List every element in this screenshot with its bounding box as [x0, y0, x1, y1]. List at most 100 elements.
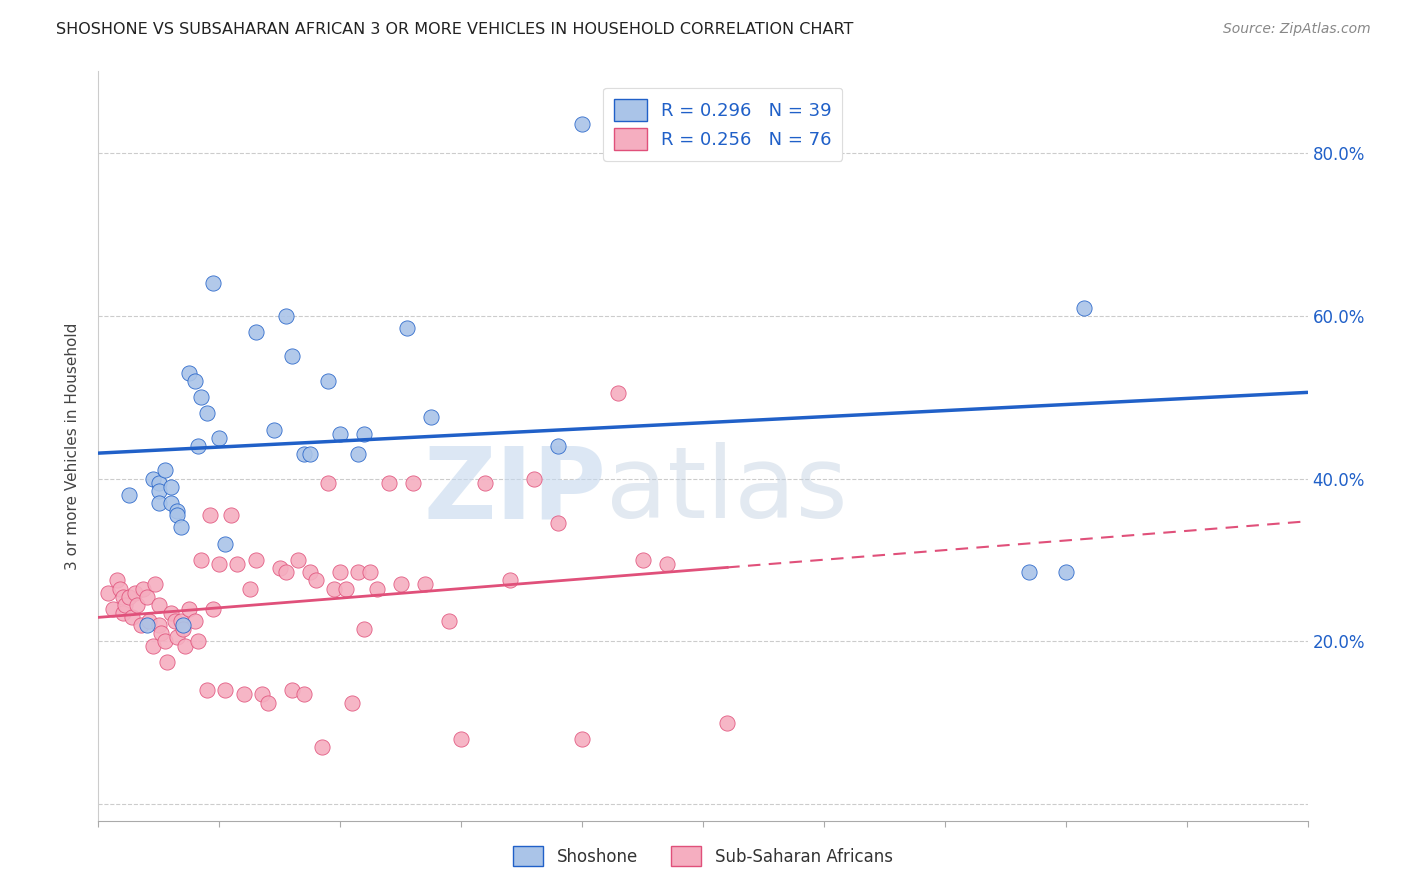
Point	[263, 423, 285, 437]
Point	[166, 508, 188, 523]
Point	[190, 553, 212, 567]
Point	[132, 582, 155, 596]
Point	[360, 566, 382, 580]
Point	[1073, 301, 1095, 315]
Point	[101, 602, 124, 616]
Point	[347, 447, 370, 461]
Point	[498, 574, 520, 588]
Point	[118, 590, 141, 604]
Point	[160, 606, 183, 620]
Point	[148, 618, 170, 632]
Text: Source: ZipAtlas.com: Source: ZipAtlas.com	[1223, 22, 1371, 37]
Point	[190, 390, 212, 404]
Point	[281, 683, 304, 698]
Point	[156, 655, 179, 669]
Point	[221, 508, 243, 523]
Point	[184, 614, 207, 628]
Point	[347, 566, 370, 580]
Point	[389, 577, 412, 591]
Point	[148, 475, 170, 490]
Point	[571, 117, 593, 131]
Point	[138, 614, 160, 628]
Point	[166, 504, 188, 518]
Point	[420, 410, 443, 425]
Point	[256, 696, 278, 710]
Point	[105, 574, 128, 588]
Point	[108, 582, 131, 596]
Point	[179, 366, 201, 380]
Point	[287, 553, 309, 567]
Point	[299, 566, 322, 580]
Point	[148, 598, 170, 612]
Point	[143, 577, 166, 591]
Point	[245, 325, 267, 339]
Point	[226, 557, 249, 571]
Point	[269, 561, 291, 575]
Point	[413, 577, 436, 591]
Point	[184, 374, 207, 388]
Point	[142, 639, 165, 653]
Text: ZIP: ZIP	[423, 442, 606, 540]
Point	[655, 557, 678, 571]
Point	[127, 598, 149, 612]
Point	[129, 618, 152, 632]
Point	[153, 634, 176, 648]
Point	[353, 622, 375, 636]
Point	[111, 606, 134, 620]
Point	[169, 520, 191, 534]
Point	[214, 683, 236, 698]
Point	[274, 309, 297, 323]
Point	[323, 582, 346, 596]
Point	[274, 566, 297, 580]
Point	[160, 480, 183, 494]
Point	[716, 715, 738, 730]
Text: SHOSHONE VS SUBSAHARAN AFRICAN 3 OR MORE VEHICLES IN HOUSEHOLD CORRELATION CHART: SHOSHONE VS SUBSAHARAN AFRICAN 3 OR MORE…	[56, 22, 853, 37]
Point	[187, 634, 209, 648]
Point	[135, 618, 157, 632]
Point	[335, 582, 357, 596]
Point	[97, 585, 120, 599]
Point	[450, 732, 472, 747]
Point	[474, 475, 496, 490]
Point	[153, 463, 176, 477]
Point	[342, 696, 364, 710]
Point	[631, 553, 654, 567]
Point	[114, 598, 136, 612]
Point	[366, 582, 388, 596]
Point	[124, 585, 146, 599]
Point	[437, 614, 460, 628]
Point	[174, 639, 197, 653]
Point	[135, 590, 157, 604]
Point	[160, 496, 183, 510]
Point	[299, 447, 322, 461]
Point	[353, 426, 375, 441]
Legend: R = 0.296   N = 39, R = 0.256   N = 76: R = 0.296 N = 39, R = 0.256 N = 76	[603, 88, 842, 161]
Text: atlas: atlas	[606, 442, 848, 540]
Point	[377, 475, 399, 490]
Point	[239, 582, 262, 596]
Point	[208, 431, 231, 445]
Legend: Shoshone, Sub-Saharan Africans: Shoshone, Sub-Saharan Africans	[505, 838, 901, 875]
Point	[245, 553, 267, 567]
Point	[395, 321, 418, 335]
Point	[169, 614, 191, 628]
Point	[202, 276, 225, 290]
Point	[179, 602, 201, 616]
Point	[607, 386, 630, 401]
Point	[250, 687, 273, 701]
Point	[172, 618, 194, 632]
Point	[214, 537, 236, 551]
Point	[329, 426, 352, 441]
Point	[202, 602, 225, 616]
Point	[232, 687, 254, 701]
Point	[163, 614, 186, 628]
Point	[316, 374, 339, 388]
Point	[195, 406, 218, 420]
Point	[523, 472, 546, 486]
Point	[142, 472, 165, 486]
Point	[292, 447, 315, 461]
Point	[292, 687, 315, 701]
Y-axis label: 3 or more Vehicles in Household: 3 or more Vehicles in Household	[65, 322, 80, 570]
Point	[329, 566, 352, 580]
Point	[311, 740, 333, 755]
